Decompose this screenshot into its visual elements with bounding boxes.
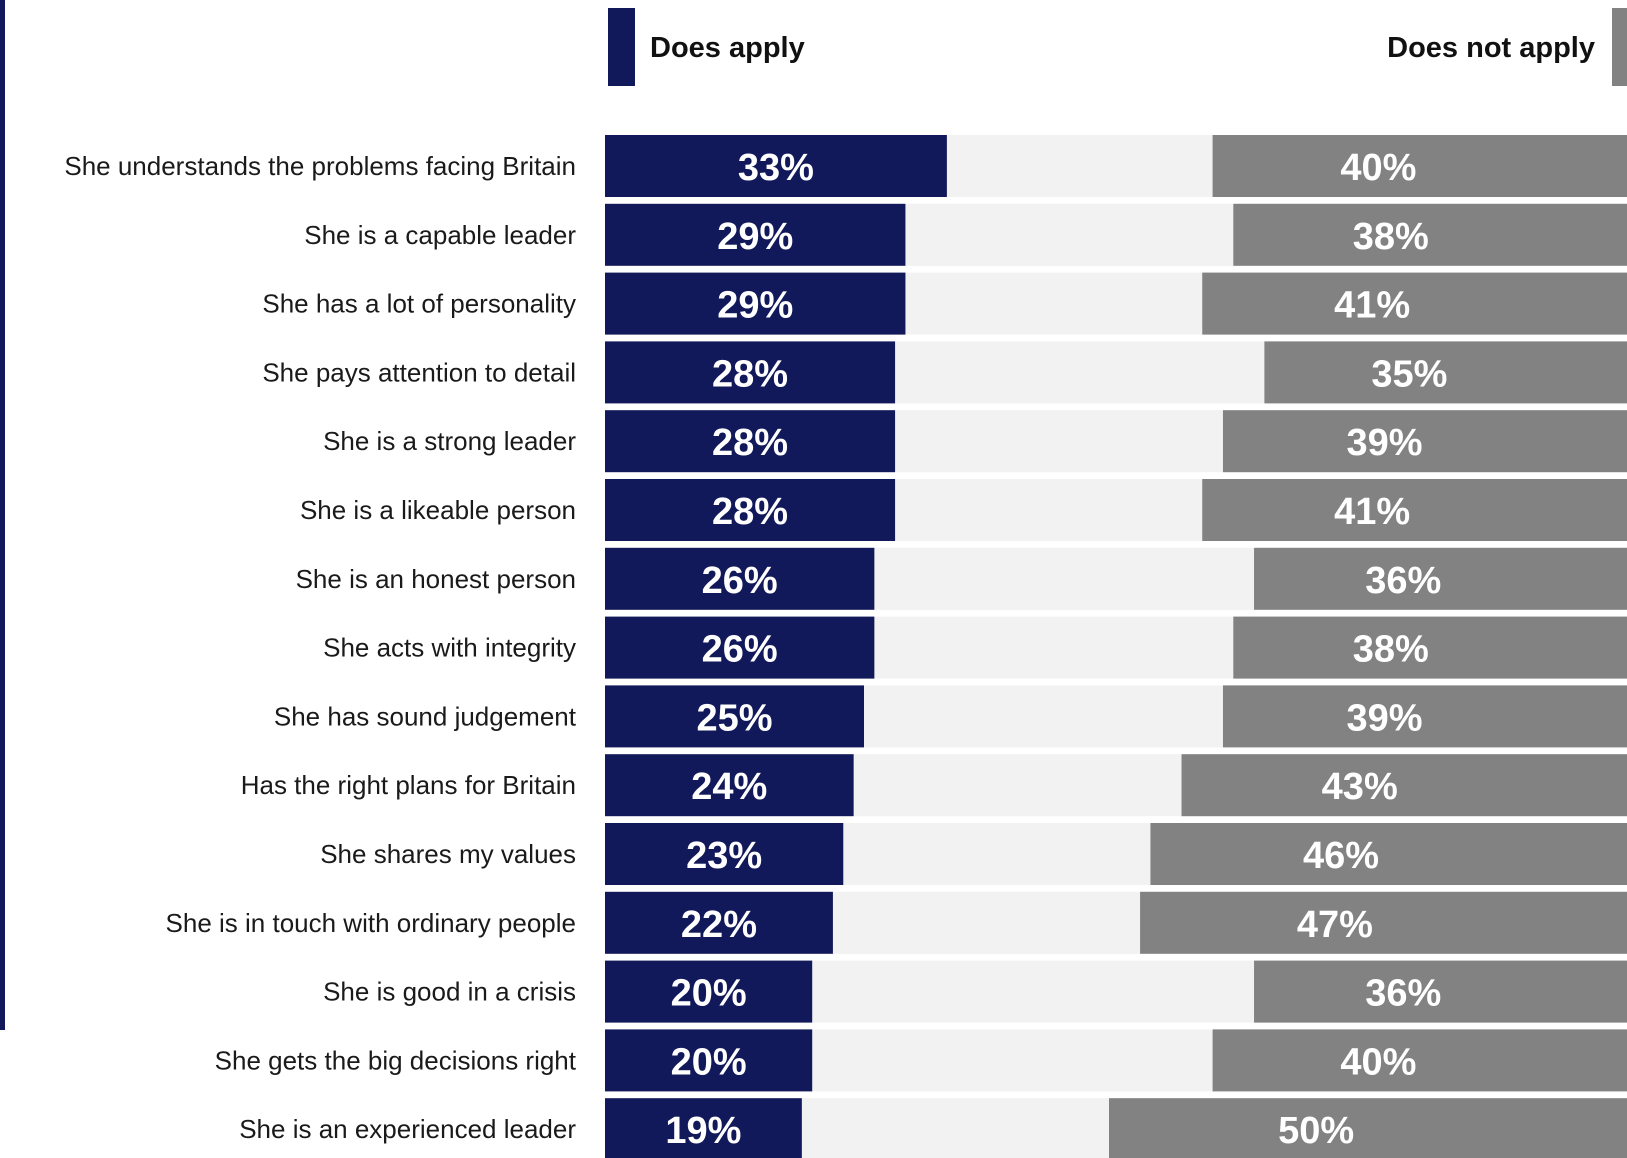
bar-does-not-apply (1212, 1029, 1627, 1092)
value-label-does-not-apply: 39% (1347, 697, 1423, 739)
bar-does-not-apply (1202, 272, 1627, 335)
bar-does-apply (605, 410, 896, 473)
value-label-does-apply: 26% (702, 629, 778, 671)
bar-does-not-apply (1212, 135, 1627, 197)
row-label: Has the right plans for Britain (241, 770, 576, 800)
value-label-does-not-apply: 38% (1353, 216, 1429, 258)
value-label-does-apply: 33% (738, 147, 814, 189)
value-label-does-not-apply: 36% (1365, 560, 1441, 602)
value-label-does-not-apply: 41% (1334, 285, 1410, 327)
value-label-does-not-apply: 40% (1340, 147, 1416, 189)
bar-does-apply (605, 754, 854, 817)
legend-label-does-not-apply: Does not apply (1387, 32, 1595, 64)
bar-does-apply (605, 203, 906, 266)
row-label: She is a capable leader (304, 220, 576, 250)
row-label: She shares my values (320, 839, 576, 869)
value-label-does-not-apply: 41% (1334, 491, 1410, 533)
bar-does-not-apply (1233, 616, 1627, 679)
row-label: She is in touch with ordinary people (166, 908, 576, 938)
bar-does-apply (605, 1029, 813, 1092)
value-label-does-not-apply: 36% (1365, 973, 1441, 1015)
bar-does-not-apply (1202, 479, 1627, 541)
value-label-does-apply: 22% (681, 904, 757, 946)
bar-does-not-apply (1254, 960, 1627, 1023)
value-label-does-apply: 29% (717, 216, 793, 258)
value-label-does-apply: 26% (702, 560, 778, 602)
bar-does-apply (605, 479, 896, 541)
left-accent-rule (0, 0, 5, 1030)
value-label-does-not-apply: 40% (1340, 1041, 1416, 1083)
bar-does-not-apply (1222, 410, 1627, 473)
value-label-does-apply: 23% (686, 835, 762, 877)
bar-does-not-apply (1109, 1098, 1627, 1158)
value-label-does-apply: 20% (671, 1041, 747, 1083)
bar-does-not-apply (1140, 891, 1627, 954)
bar-does-apply (605, 616, 875, 679)
bar-does-not-apply (1254, 547, 1627, 610)
bar-does-not-apply (1222, 685, 1627, 748)
row-label: She has sound judgement (274, 701, 577, 731)
bar-does-apply (605, 272, 906, 335)
value-label-does-not-apply: 50% (1278, 1110, 1354, 1152)
bar-does-apply (605, 960, 813, 1023)
row-label: She is an experienced leader (239, 1114, 576, 1144)
value-label-does-not-apply: 43% (1322, 766, 1398, 808)
value-label-does-apply: 24% (691, 766, 767, 808)
bar-does-apply (605, 1098, 802, 1158)
row-label: She acts with integrity (323, 633, 576, 663)
legend-swatch-does-not-apply (1612, 8, 1627, 86)
row-label: She is a likeable person (300, 495, 576, 525)
row-label: She has a lot of personality (262, 289, 576, 319)
bar-does-not-apply (1150, 823, 1627, 885)
legend-swatch-does-apply (608, 8, 635, 86)
value-label-does-not-apply: 39% (1347, 422, 1423, 464)
bar-does-apply (605, 341, 896, 404)
row-label: She is an honest person (296, 564, 576, 594)
row-label: She understands the problems facing Brit… (64, 151, 576, 181)
value-label-does-not-apply: 46% (1303, 835, 1379, 877)
value-label-does-apply: 20% (671, 973, 747, 1015)
row-label: She gets the big decisions right (215, 1045, 577, 1075)
value-label-does-apply: 28% (712, 422, 788, 464)
value-label-does-not-apply: 38% (1353, 629, 1429, 671)
value-label-does-not-apply: 35% (1371, 353, 1447, 395)
value-label-does-not-apply: 47% (1297, 904, 1373, 946)
bar-does-not-apply (1233, 203, 1627, 266)
bar-does-apply (605, 891, 833, 954)
legend-label-does-apply: Does apply (650, 32, 805, 64)
bar-does-apply (605, 135, 947, 197)
value-label-does-apply: 28% (712, 491, 788, 533)
row-label: She pays attention to detail (262, 357, 576, 387)
value-label-does-apply: 19% (665, 1110, 741, 1152)
value-label-does-apply: 25% (696, 697, 772, 739)
bar-does-apply (605, 823, 844, 885)
row-label: She is a strong leader (323, 426, 576, 456)
bar-does-apply (605, 685, 864, 748)
value-label-does-apply: 28% (712, 353, 788, 395)
bar-does-apply (605, 547, 875, 610)
row-label: She is good in a crisis (323, 977, 576, 1007)
value-label-does-apply: 29% (717, 285, 793, 327)
bar-does-not-apply (1181, 754, 1627, 817)
bar-does-not-apply (1264, 341, 1627, 404)
